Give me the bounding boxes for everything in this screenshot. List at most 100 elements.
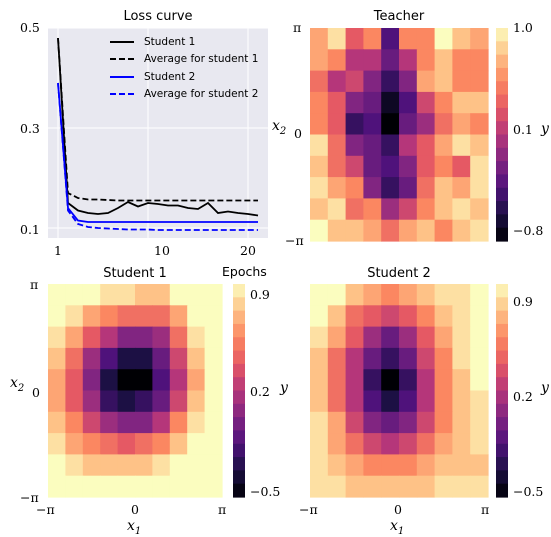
teacher-cell bbox=[310, 198, 329, 221]
student1-cell bbox=[135, 475, 153, 498]
student1-cell bbox=[100, 284, 119, 306]
student1-cell bbox=[82, 369, 101, 392]
student1-cell bbox=[48, 411, 66, 434]
student1-cell bbox=[100, 305, 119, 328]
student1-cell bbox=[65, 326, 84, 349]
student2-colorbar-band bbox=[496, 443, 508, 458]
student1-colorbar-band bbox=[233, 457, 245, 471]
teacher-cell bbox=[310, 28, 329, 50]
legend-entry-student-1: Student 1 bbox=[110, 35, 195, 49]
teacher-cell bbox=[327, 49, 347, 72]
student2-cell bbox=[416, 284, 436, 306]
student1-cbar-tick-top: 0.9 bbox=[250, 287, 270, 302]
student2-cell bbox=[399, 411, 418, 434]
student2-cell bbox=[310, 433, 329, 455]
student2-cell bbox=[452, 305, 471, 328]
student2-cell bbox=[345, 284, 364, 306]
teacher-colorbar-band bbox=[496, 94, 508, 109]
student1-cell bbox=[48, 305, 66, 328]
student1-cell bbox=[204, 411, 223, 434]
teacher-cell bbox=[434, 113, 453, 136]
teacher-cell bbox=[363, 70, 382, 93]
student2-cell bbox=[434, 326, 453, 349]
teacher-colorbar-band bbox=[496, 187, 508, 202]
teacher-cell bbox=[470, 113, 489, 136]
teacher-cell bbox=[434, 70, 453, 93]
teacher-cell bbox=[310, 177, 329, 199]
legend-label-average-student-2: Average for student 2 bbox=[144, 88, 259, 100]
teacher-cell bbox=[310, 91, 329, 114]
teacher-colorbar-band bbox=[496, 201, 508, 215]
student1-cell bbox=[204, 326, 223, 349]
student2-title: Student 2 bbox=[367, 266, 431, 281]
teacher-cell bbox=[470, 70, 489, 93]
teacher-cell bbox=[327, 91, 347, 114]
student1-cell bbox=[152, 347, 171, 370]
teacher-cbar-label: y bbox=[541, 121, 549, 137]
student1-cbar-tick-bottom: −0.5 bbox=[250, 484, 281, 499]
teacher-cell bbox=[470, 198, 489, 221]
teacher-cell bbox=[381, 70, 400, 93]
student2-colorbar-band bbox=[496, 363, 508, 378]
student1-cell bbox=[117, 454, 136, 477]
teacher-colorbar-band bbox=[496, 121, 508, 136]
student2-cell bbox=[399, 475, 418, 498]
student1-xtick-minus-pi: −π bbox=[36, 502, 55, 517]
student2-cell bbox=[327, 475, 347, 498]
student2-cell bbox=[363, 305, 382, 328]
student2-cell bbox=[470, 305, 489, 328]
student2-cell bbox=[363, 411, 382, 434]
student2-cell bbox=[416, 433, 436, 455]
student2-xtick-pi: π bbox=[481, 502, 490, 517]
teacher-cell bbox=[416, 91, 436, 114]
student1-cell bbox=[187, 305, 206, 328]
loss-ytick-0.5: 0.5 bbox=[20, 20, 40, 35]
student1-xtick-0: 0 bbox=[131, 502, 139, 517]
teacher-cell bbox=[363, 155, 382, 178]
student1-cell bbox=[204, 369, 223, 392]
student2-cell bbox=[381, 433, 400, 455]
student2-cbar-tick-top: 0.9 bbox=[513, 294, 533, 309]
student2-cell bbox=[363, 369, 382, 392]
student1-cell bbox=[187, 454, 206, 477]
student1-colorbar-band bbox=[233, 363, 245, 378]
student2-colorbar-band bbox=[496, 337, 508, 352]
teacher-colorbar-band bbox=[496, 227, 508, 242]
teacher-colorbar-band bbox=[496, 214, 508, 229]
student2-cell bbox=[345, 326, 364, 349]
student2-cell bbox=[310, 475, 329, 498]
student2-cell bbox=[363, 284, 382, 306]
student1-cell bbox=[48, 475, 66, 498]
student2-cell bbox=[363, 326, 382, 349]
teacher-cell bbox=[310, 113, 329, 136]
teacher-cell bbox=[452, 113, 471, 136]
student2-cell bbox=[310, 305, 329, 328]
student1-colorbar-band bbox=[233, 323, 245, 338]
teacher-ytick-0: 0 bbox=[294, 126, 302, 141]
teacher-cell bbox=[434, 91, 453, 114]
student2-cell bbox=[416, 390, 436, 413]
student1-cell bbox=[65, 433, 84, 455]
loss-ytick-0.3: 0.3 bbox=[20, 121, 40, 136]
teacher-cell bbox=[381, 91, 400, 114]
student1-colorbar-band bbox=[233, 350, 245, 365]
teacher-cell bbox=[345, 134, 364, 157]
teacher-cell bbox=[310, 219, 329, 242]
student2-cell bbox=[452, 369, 471, 392]
student1-title: Student 1 bbox=[103, 266, 167, 281]
student2-cell bbox=[381, 369, 400, 392]
student2-cell bbox=[470, 284, 489, 306]
student2-cell bbox=[470, 369, 489, 392]
student1-cell bbox=[117, 347, 136, 370]
teacher-cell bbox=[345, 219, 364, 242]
teacher-cell bbox=[310, 134, 329, 157]
teacher-cell bbox=[434, 155, 453, 178]
teacher-cell bbox=[381, 28, 400, 50]
teacher-cell bbox=[399, 70, 418, 93]
teacher-cell bbox=[381, 134, 400, 157]
student2-colorbar-band bbox=[496, 390, 508, 405]
student2-cell bbox=[310, 390, 329, 413]
teacher-cell bbox=[345, 49, 364, 72]
student2-cell bbox=[452, 326, 471, 349]
